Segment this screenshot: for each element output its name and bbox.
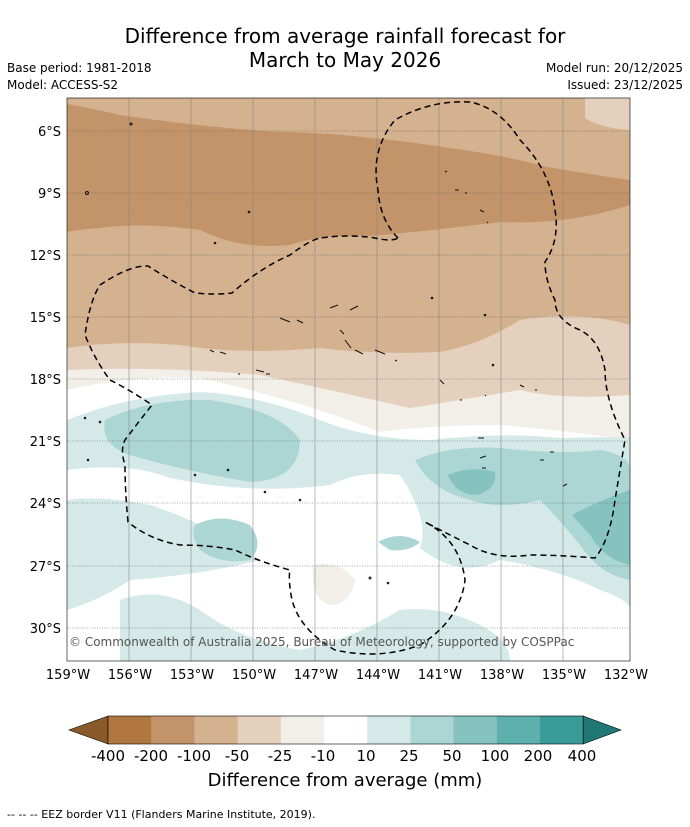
colorbar-tick: -50 xyxy=(225,747,250,765)
colorbar-segment xyxy=(151,716,195,744)
lon-label: 132°W xyxy=(604,668,648,683)
zone-plus-10-west xyxy=(67,545,79,580)
meta-right: Model run: 20/12/2025 Issued: 23/12/2025 xyxy=(546,60,683,94)
eez-legend: -- -- -- EEZ border V11 (Flanders Marine… xyxy=(7,808,316,821)
lat-labels: 6°S 9°S 12°S 15°S 18°S 21°S 24°S 27°S 30… xyxy=(30,125,61,637)
lat-label: 27°S xyxy=(30,560,61,575)
eez-border xyxy=(84,101,626,655)
lon-label: 141°W xyxy=(418,668,462,683)
zone-plus-25-pocket xyxy=(193,518,258,562)
title-line-2: March to May 2026 xyxy=(248,48,442,72)
colorbar-segment xyxy=(410,716,455,744)
colorbar-arrow-left xyxy=(68,715,109,745)
zone-plus-10-south xyxy=(120,594,510,661)
zone-plus-25-small xyxy=(378,536,420,551)
colorbar-tick: -100 xyxy=(177,747,211,765)
lon-label: 153°W xyxy=(170,668,214,683)
base-period: Base period: 1981-2018 xyxy=(7,61,152,75)
colorbar-ticks: -400 -200 -100 -50 -25 -10 10 25 50 100 … xyxy=(91,747,596,765)
map-title: Difference from average rainfall forecas… xyxy=(0,24,690,72)
colorbar-tick: -200 xyxy=(134,747,168,765)
colorbar-segment xyxy=(453,716,498,744)
colorbar-segment xyxy=(280,716,325,744)
lat-label: 12°S xyxy=(30,249,61,264)
colorbar-tick: 10 xyxy=(356,747,375,765)
title-line-1: Difference from average rainfall forecas… xyxy=(124,24,566,48)
colorbar xyxy=(68,715,622,745)
lat-label: 30°S xyxy=(30,622,61,637)
zone-minus-10-south xyxy=(312,564,355,605)
colorbar-tick: -10 xyxy=(311,747,336,765)
lat-label: 9°S xyxy=(38,187,61,202)
colorbar-tick: 200 xyxy=(524,747,553,765)
lat-label: 18°S xyxy=(30,373,61,388)
lon-label: 147°W xyxy=(294,668,338,683)
colorbar-tick: 400 xyxy=(568,747,597,765)
lon-label: 135°W xyxy=(542,668,586,683)
colorbar-segment xyxy=(237,716,282,744)
colorbar-tick: 50 xyxy=(442,747,461,765)
lat-label: 15°S xyxy=(30,311,61,326)
meridians xyxy=(128,98,564,661)
model-run: Model run: 20/12/2025 xyxy=(545,61,683,75)
lat-label: 24°S xyxy=(30,497,61,512)
islands xyxy=(83,122,568,585)
zone-minus-25-corner xyxy=(585,98,630,130)
copyright-notice: © Commonwealth of Australia 2025, Bureau… xyxy=(69,635,574,649)
lon-label: 159°W xyxy=(46,668,90,683)
colorbar-tick: -25 xyxy=(268,747,293,765)
zone-plus-10-hole xyxy=(67,467,630,661)
lat-label: 6°S xyxy=(38,125,61,140)
rainfall-field xyxy=(67,98,630,661)
lon-labels: 159°W 156°W 153°W 150°W 147°W 144°W 141°… xyxy=(46,668,648,683)
lon-label: 156°W xyxy=(108,668,152,683)
colorbar-title: Difference from average (mm) xyxy=(207,770,483,791)
zone-minus-100-upper xyxy=(67,98,630,211)
colorbar-arrow-right xyxy=(582,715,622,745)
colorbar-segment xyxy=(194,716,239,744)
zone-minus-50-top xyxy=(67,98,630,190)
colorbar-segment xyxy=(367,716,411,744)
lon-label: 150°W xyxy=(232,668,276,683)
colorbar-tick: -400 xyxy=(91,747,125,765)
model-name: Model: ACCESS-S2 xyxy=(7,78,119,92)
map-frame xyxy=(66,97,631,662)
colorbar-segment xyxy=(540,716,584,744)
meta-left: Base period: 1981-2018 Model: ACCESS-S2 xyxy=(7,60,152,94)
lon-label: 144°W xyxy=(356,668,400,683)
zone-plus-50-east xyxy=(572,490,630,565)
colorbar-outline xyxy=(107,715,584,745)
colorbar-tick: 100 xyxy=(481,747,510,765)
issued-date: Issued: 23/12/2025 xyxy=(567,78,683,92)
colorbar-segment xyxy=(108,716,152,744)
lon-label: 138°W xyxy=(480,668,524,683)
colorbar-segment xyxy=(496,716,541,744)
zone-plus-50 xyxy=(448,469,496,495)
colorbar-segment xyxy=(324,716,368,744)
colorbar-tick: 25 xyxy=(399,747,418,765)
lat-label: 21°S xyxy=(30,435,61,450)
